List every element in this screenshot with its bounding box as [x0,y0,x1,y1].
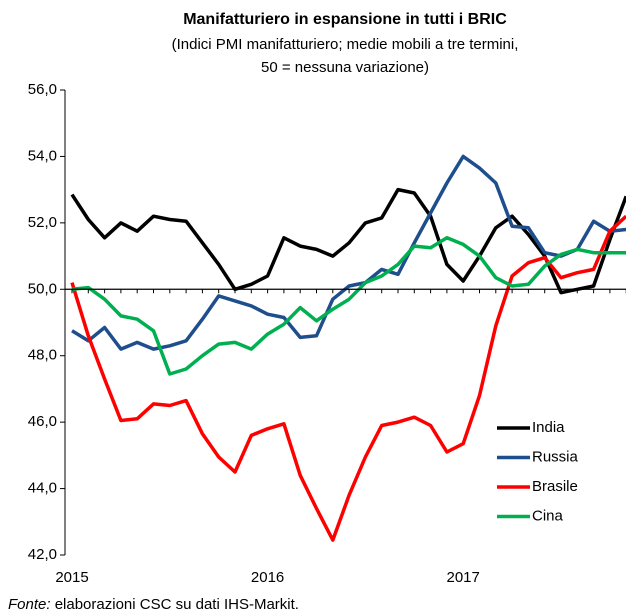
plot-area [70,154,626,542]
source: Fonte: elaborazioni CSC su dati IHS-Mark… [8,596,299,613]
y-tick-label: 52,0 [28,214,57,231]
y-tick-label: 46,0 [28,413,57,430]
legend-label: Brasile [532,478,578,495]
y-tick-label: 56,0 [28,81,57,98]
x-tick-label: 2017 [447,569,480,586]
source-text: elaborazioni CSC su dati IHS-Markit. [51,596,299,613]
legend-label: Russia [532,448,579,465]
legend-label: Cina [532,507,564,524]
source-label: Fonte: [8,596,51,613]
y-tick-label: 54,0 [28,147,57,164]
y-tick-label: 48,0 [28,347,57,364]
x-tick-label: 2015 [55,569,88,586]
line-series [70,187,626,295]
line-series [71,236,626,376]
line-series [70,214,626,542]
y-tick-label: 44,0 [28,480,57,497]
line-series [71,154,626,351]
chart-subtitle: 50 = nessuna variazione) [261,59,429,76]
y-tick-label: 50,0 [28,280,57,297]
y-tick-label: 42,0 [28,546,57,563]
legend-label: India [532,419,565,436]
x-tick-label: 2016 [251,569,284,586]
chart-title: Manifatturiero in espansione in tutti i … [183,11,507,28]
chart-subtitle: (Indici PMI manifatturiero; medie mobili… [172,36,519,53]
